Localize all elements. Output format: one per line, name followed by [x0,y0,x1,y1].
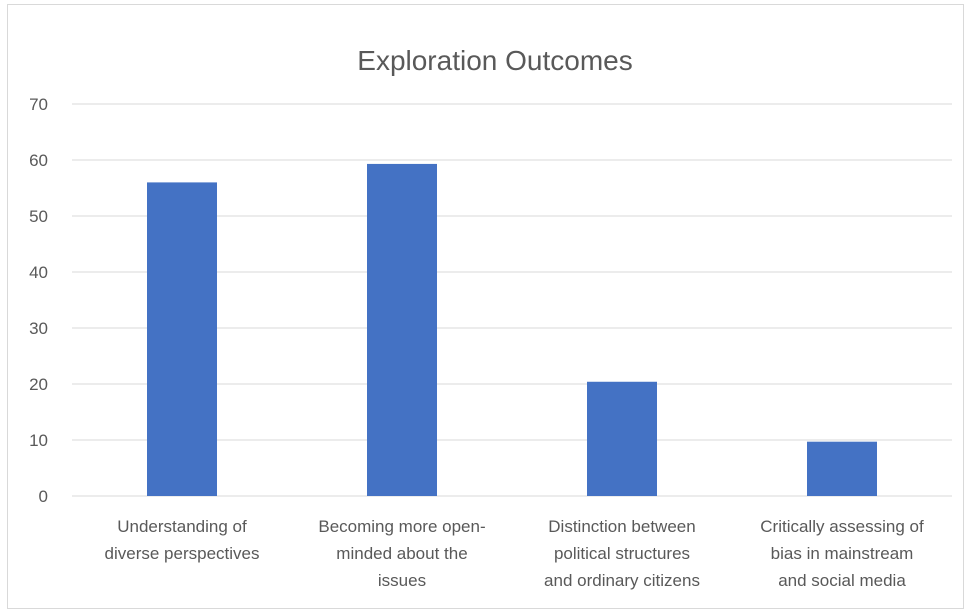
y-axis-ticks: 0 10 20 30 40 50 60 70 [29,95,48,506]
x-category-label: Becoming more open-minded about the issue… [318,517,485,590]
bar-3 [587,381,657,496]
x-category-label-line: Becoming more open- [318,517,485,536]
bar-2 [367,163,437,497]
chart-title: Exploration Outcomes [357,45,632,76]
bar-4 [807,441,877,496]
x-category-label-line: Understanding of [117,517,247,536]
y-tick-label: 60 [29,151,48,170]
bars [147,163,877,497]
y-tick-label: 70 [29,95,48,114]
x-category-label: Understanding of diverse perspectives [105,517,260,563]
x-category-label-line: Distinction between [548,517,695,536]
y-tick-label: 10 [29,431,48,450]
y-tick-label: 40 [29,263,48,282]
gridlines [72,103,952,497]
x-category-label-line: political structures [554,544,690,563]
x-axis-labels: Understanding of diverse perspectives Beco… [105,517,924,590]
x-category-label-line: Critically assessing of [760,517,924,536]
x-category-label-line: and social media [778,571,906,590]
x-category-label-line: issues [378,571,426,590]
y-tick-label: 0 [39,487,48,506]
x-category-label: Distinction between political structures a… [544,517,700,590]
x-category-label-line: and ordinary citizens [544,571,700,590]
x-category-label-line: minded about the [336,544,467,563]
y-tick-label: 20 [29,375,48,394]
bar-1 [147,182,217,496]
x-category-label-line: bias in mainstream [771,544,914,563]
x-category-label-line: diverse perspectives [105,544,260,563]
x-category-label: Critically assessing of bias in mainstrea… [760,517,924,590]
y-tick-label: 50 [29,207,48,226]
y-tick-label: 30 [29,319,48,338]
